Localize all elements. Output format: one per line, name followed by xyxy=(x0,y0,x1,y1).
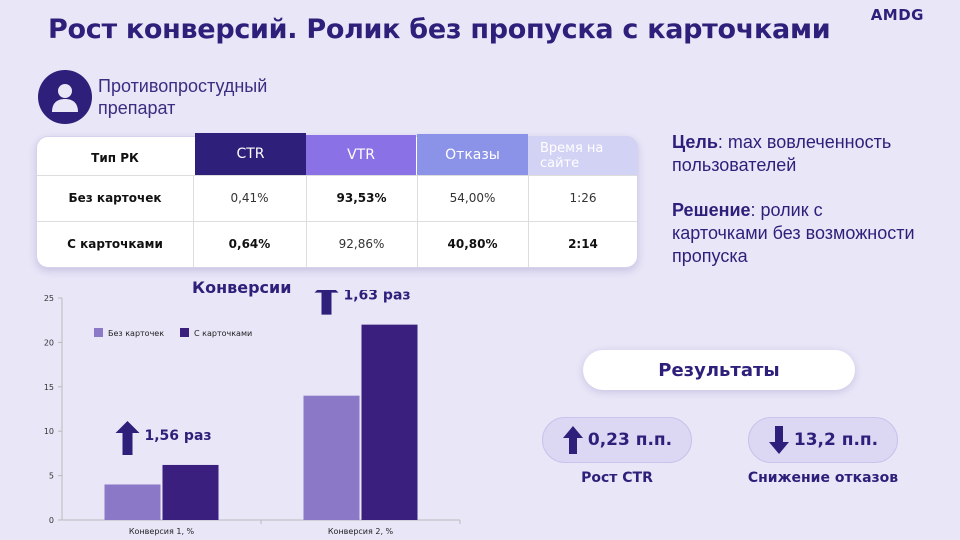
arrow-up-icon xyxy=(115,420,140,455)
x-tick-label: Конверсия 1, % xyxy=(129,527,195,536)
product-block: Противопростудный препарат xyxy=(38,70,328,124)
table-cell-bounce: 54,00% xyxy=(449,191,496,205)
chart-title: Конверсии xyxy=(192,278,292,297)
ctr-growth-pill: 0,23 п.п. xyxy=(542,417,692,463)
arrow-up-icon xyxy=(562,426,583,454)
user-icon xyxy=(38,70,92,124)
bar xyxy=(162,464,219,520)
column-header-type: Тип РК xyxy=(91,151,139,165)
table-cell-vtr: 92,86% xyxy=(338,237,385,251)
solution-label: Решение xyxy=(672,200,751,220)
y-tick-label: 0 xyxy=(49,516,54,525)
results-title: Результаты xyxy=(583,350,855,390)
ratio-annotation: 1,63 раз xyxy=(344,290,411,304)
y-tick-label: 20 xyxy=(44,338,54,347)
legend-swatch xyxy=(180,328,189,337)
row-label: Без карточек xyxy=(68,191,162,205)
column-header-vtr: VTR xyxy=(306,135,416,175)
goal-text: Цель: max вовлеченность пользователей xyxy=(672,131,942,177)
table-cell-time: 1:26 xyxy=(569,191,597,205)
table-cell-vtr: 93,53% xyxy=(336,191,387,205)
y-tick-label: 15 xyxy=(44,383,54,392)
solution-body: : ролик с карточками без возможности про… xyxy=(672,200,915,266)
table-cell-bounce: 40,80% xyxy=(447,237,498,251)
table-cell-time: 2:14 xyxy=(568,237,598,251)
bar xyxy=(361,324,418,520)
y-tick-label: 10 xyxy=(44,427,54,436)
page-title: Рост конверсий. Ролик без пропуска с кар… xyxy=(48,14,831,45)
legend-label: Без карточек xyxy=(108,329,164,338)
conversion-chart: 0 5 10 15 20 25 Конверсия 1, % Конверсия 2, % Бе… xyxy=(44,290,461,536)
product-name: Противопростудный препарат xyxy=(98,76,268,118)
column-header-time: Время на сайте xyxy=(528,136,638,175)
solution-text: Решение: ролик с карточками без возможно… xyxy=(672,199,922,268)
column-header-ctr: CTR xyxy=(195,133,306,175)
x-tick-label: Конверсия 2, % xyxy=(328,527,394,536)
table-cell-ctr: 0,41% xyxy=(230,191,269,205)
y-tick-label: 5 xyxy=(49,472,54,481)
arrow-up-icon xyxy=(314,290,339,315)
row-label: С карточками xyxy=(67,237,163,251)
arrow-down-icon xyxy=(768,426,789,454)
goal-label: Цель xyxy=(672,132,718,152)
bar xyxy=(104,484,161,520)
bar xyxy=(303,395,360,520)
metrics-table: Тип РК CTR VTR Отказы Время на сайте Без… xyxy=(36,133,638,268)
bounce-drop-pill: 13,2 п.п. xyxy=(748,417,898,463)
bounce-drop-value: 13,2 п.п. xyxy=(793,430,879,450)
goal-body: : max вовлеченность пользователей xyxy=(672,132,892,175)
ctr-growth-value: 0,23 п.п. xyxy=(587,430,673,450)
bounce-drop-label: Снижение отказов xyxy=(747,470,899,486)
y-tick-label: 25 xyxy=(44,294,54,303)
column-header-bounce: Отказы xyxy=(417,134,528,175)
brand-logo: AMDG xyxy=(870,6,924,24)
legend-swatch xyxy=(94,328,103,337)
ratio-annotation: 1,56 раз xyxy=(145,428,212,444)
table-cell-ctr: 0,64% xyxy=(228,237,271,251)
legend-label: С карточками xyxy=(194,329,252,338)
ctr-growth-label: Рост CTR xyxy=(581,470,653,486)
